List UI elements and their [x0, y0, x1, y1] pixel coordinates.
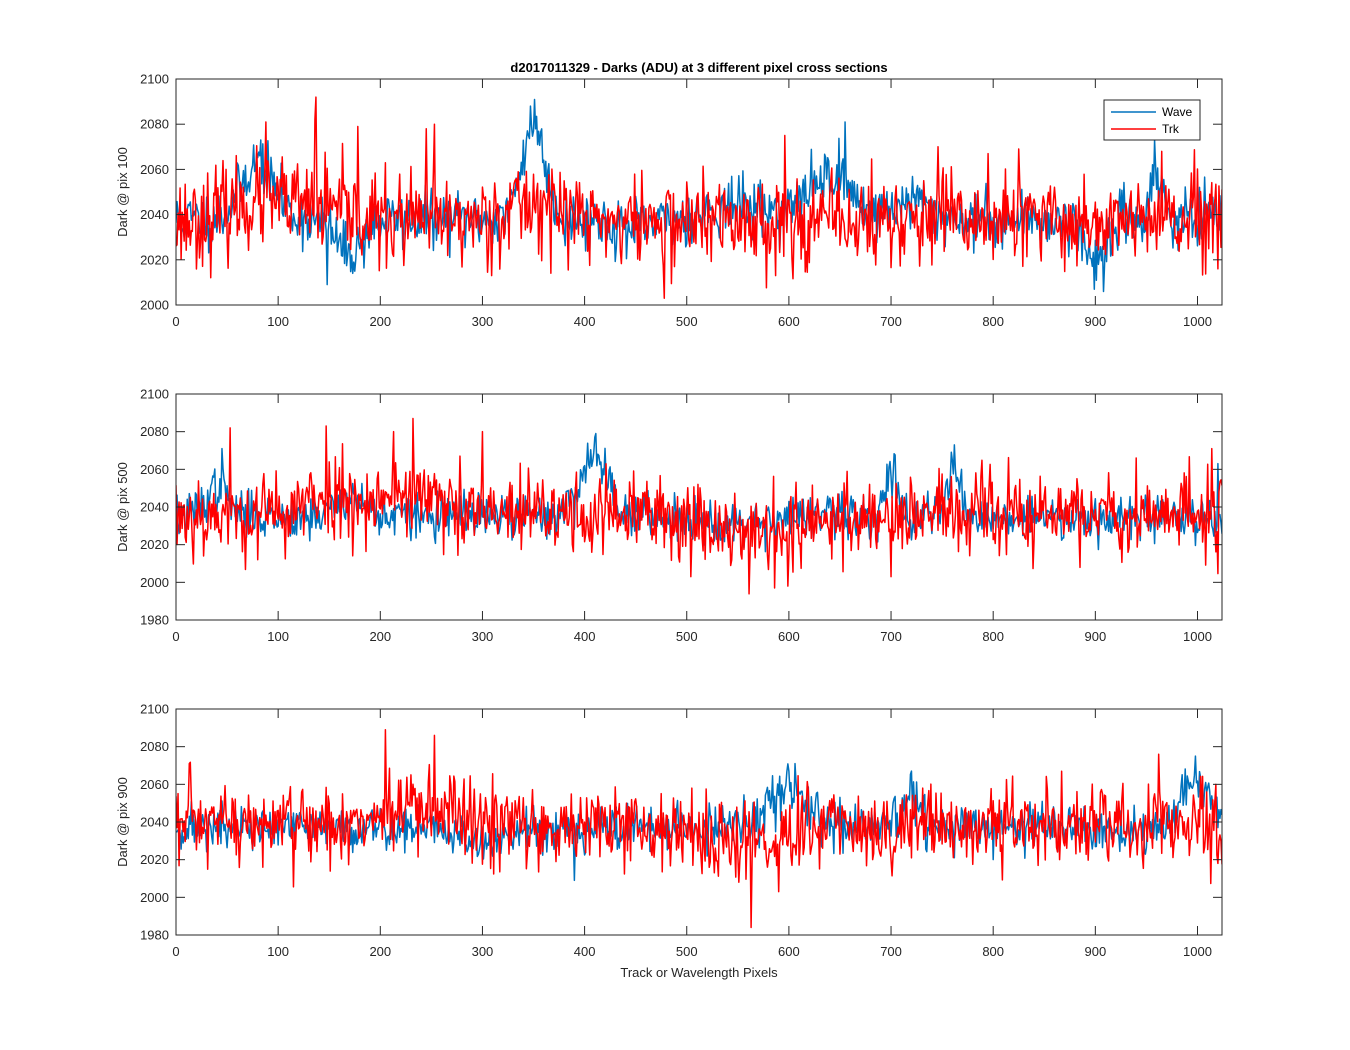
x-tick-label: 0	[172, 314, 179, 329]
series-line-trk	[176, 728, 1222, 929]
legend: Wave Trk	[1103, 99, 1201, 141]
y-axis-label: Dark @ pix 100	[115, 147, 130, 237]
x-axis-label: Track or Wavelength Pixels	[620, 965, 778, 980]
y-tick-label: 2040	[140, 815, 169, 830]
y-tick-label: 2060	[140, 777, 169, 792]
x-tick-label: 200	[369, 629, 391, 644]
x-tick-label: 200	[369, 944, 391, 959]
x-tick-label: 100	[267, 944, 289, 959]
x-tick-label: 800	[982, 944, 1004, 959]
x-tick-label: 900	[1084, 944, 1106, 959]
y-axis-label: Dark @ pix 500	[115, 462, 130, 552]
y-tick-label: 2020	[140, 537, 169, 552]
x-tick-label: 700	[880, 944, 902, 959]
x-tick-label: 400	[574, 944, 596, 959]
panel-1: 0 100 200 300 400 500 600 700 800 900 1000 2000 2020…	[115, 72, 1223, 329]
x-tick-label: 500	[676, 629, 698, 644]
x-tick-label: 600	[778, 314, 800, 329]
x-tick-label: 1000	[1183, 944, 1212, 959]
y-tick-label: 2000	[140, 890, 169, 905]
x-tick-label: 1000	[1183, 314, 1212, 329]
x-tick-label: 400	[574, 314, 596, 329]
y-tick-label: 2080	[140, 424, 169, 439]
x-tick-label: 0	[172, 944, 179, 959]
x-tick-label: 700	[880, 629, 902, 644]
x-tick-label: 300	[472, 629, 494, 644]
x-tick-label: 200	[369, 314, 391, 329]
panel-2: 0 100 200 300 400 500 600 700 800 900 1000 1980 2000…	[115, 387, 1223, 644]
y-tick-label: 2000	[140, 575, 169, 590]
series-line-trk	[176, 96, 1222, 299]
y-tick-label: 1980	[140, 928, 169, 943]
x-tick-label: 300	[472, 944, 494, 959]
x-tick-label: 800	[982, 314, 1004, 329]
x-tick-label: 400	[574, 629, 596, 644]
chart-title: d2017011329 - Darks (ADU) at 3 different…	[510, 60, 887, 75]
x-tick-label: 700	[880, 314, 902, 329]
x-tick-label: 100	[267, 314, 289, 329]
x-tick-label: 300	[472, 314, 494, 329]
y-tick-label: 2020	[140, 252, 169, 267]
legend-box	[1103, 99, 1201, 141]
x-tick-label: 600	[778, 944, 800, 959]
panels: 0 100 200 300 400 500 600 700 800 900 100020002020…	[115, 72, 1223, 959]
y-tick-label: 2100	[140, 702, 169, 717]
x-tick-label: 900	[1084, 314, 1106, 329]
y-tick-label: 2040	[140, 207, 169, 222]
y-tick-label: 2060	[140, 162, 169, 177]
y-tick-label: 2080	[140, 739, 169, 754]
legend-label-wave: Wave	[1162, 105, 1193, 119]
x-tick-label: 600	[778, 629, 800, 644]
y-tick-label: 2100	[140, 387, 169, 402]
x-tick-label: 500	[676, 314, 698, 329]
x-tick-label: 0	[172, 629, 179, 644]
panel-3: 0 100 200 300 400 500 600 700 800 900 1000 1980 2000…	[115, 702, 1223, 959]
legend-label-trk: Trk	[1162, 122, 1180, 136]
y-tick-label: 2080	[140, 117, 169, 132]
axes-box	[175, 78, 1223, 306]
x-tick-label: 500	[676, 944, 698, 959]
y-tick-label: 1980	[140, 613, 169, 628]
y-tick-label: 2100	[140, 72, 169, 87]
y-tick-label: 2020	[140, 852, 169, 867]
x-tick-label: 800	[982, 629, 1004, 644]
y-tick-label: 2000	[140, 298, 169, 313]
y-tick-label: 2040	[140, 500, 169, 515]
y-axis-label: Dark @ pix 900	[115, 777, 130, 867]
series-line-trk	[176, 417, 1222, 595]
x-tick-label: 100	[267, 629, 289, 644]
x-tick-label: 1000	[1183, 629, 1212, 644]
y-tick-label: 2060	[140, 462, 169, 477]
x-tick-label: 900	[1084, 629, 1106, 644]
